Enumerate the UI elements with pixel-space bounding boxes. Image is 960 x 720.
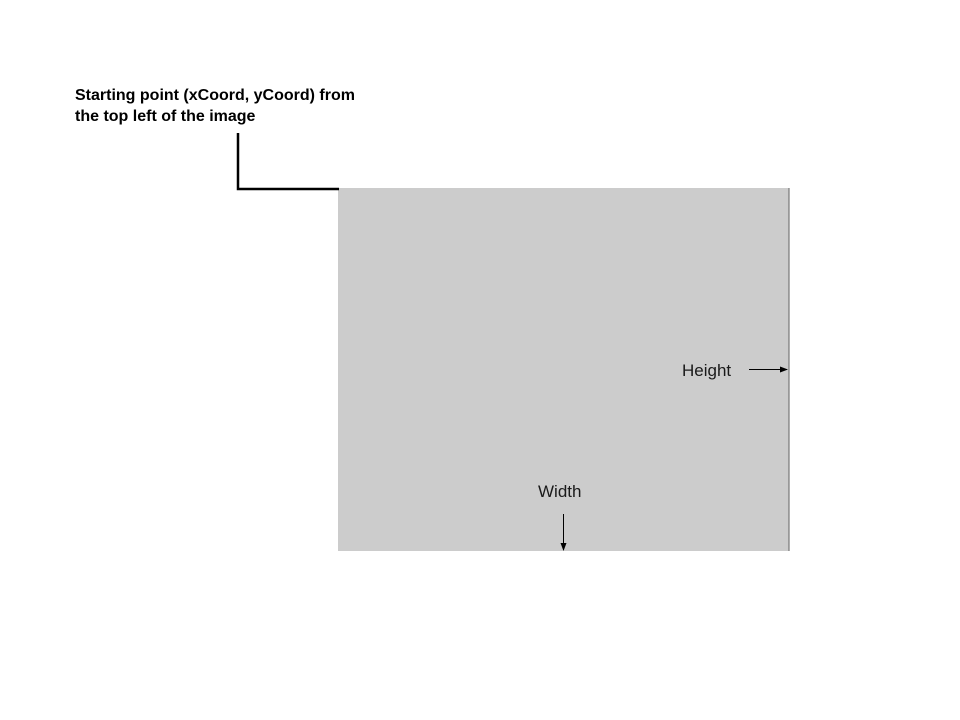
height-label: Height [682,361,732,380]
starting-point-label: Starting point (xCoord, yCoord) from the… [75,85,405,127]
starting-point-leader-line [236,133,339,191]
starting-point-label-line-1: Starting point (xCoord, yCoord) from [75,87,355,104]
width-label: Width [538,482,582,501]
starting-point-label-line-2: the top left of the image [75,108,256,125]
image-region [338,188,789,551]
